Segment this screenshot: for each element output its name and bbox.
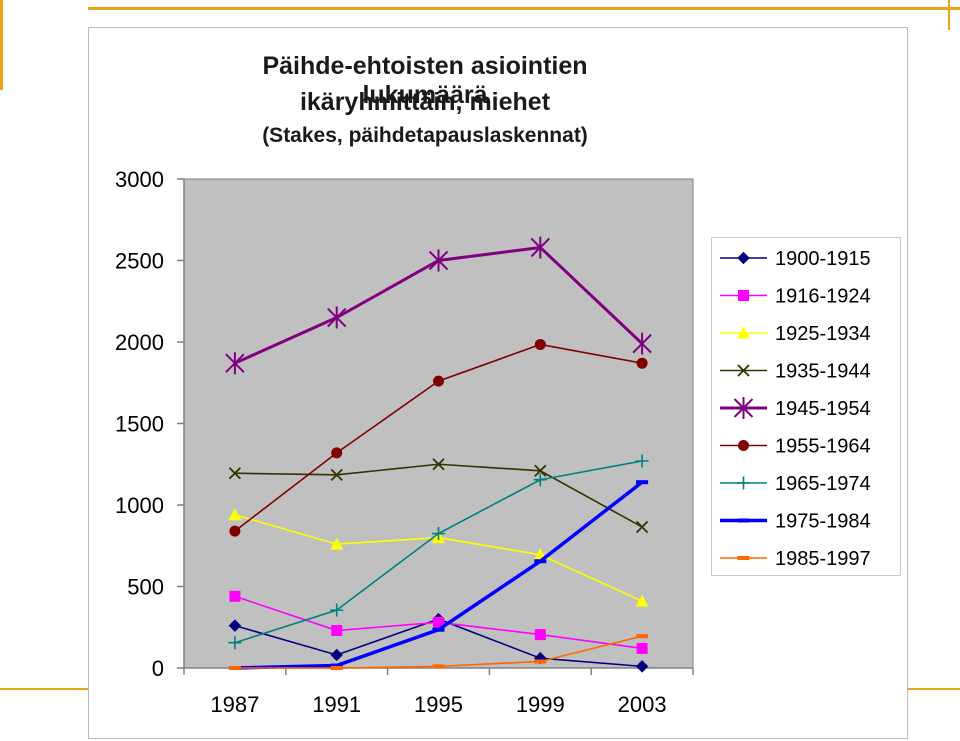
y-tick-label: 500	[127, 575, 164, 600]
series-1945-1954	[225, 236, 652, 375]
y-tick-label: 2000	[115, 330, 164, 355]
data-point	[331, 447, 343, 459]
data-point	[530, 236, 551, 259]
legend-label: 1935-1944	[775, 361, 871, 383]
data-point	[330, 468, 343, 481]
legend-marker	[737, 251, 750, 265]
legend-entry: 1900-1915	[720, 248, 871, 270]
series-1916-1924	[229, 590, 648, 654]
data-point	[636, 642, 648, 654]
data-point	[229, 525, 241, 537]
y-tick-label: 0	[152, 656, 164, 681]
y-tick-label: 3000	[115, 167, 164, 192]
legend-entry: 1945-1954	[720, 397, 871, 420]
data-point	[225, 352, 245, 375]
data-point	[636, 357, 648, 369]
legend: 1900-1915 1916-1924 1925-1934 1935-1944 1945…	[711, 237, 901, 576]
y-tick-label: 1000	[115, 493, 164, 518]
series-group	[225, 236, 652, 673]
legend-marker	[737, 476, 750, 490]
x-tick-label: 1995	[414, 692, 463, 717]
data-point	[635, 520, 649, 534]
data-point	[433, 375, 444, 387]
series-1955-1964	[229, 338, 648, 537]
data-point	[432, 527, 445, 541]
legend-entry: 1965-1974	[720, 473, 871, 495]
data-point	[330, 537, 344, 550]
data-point	[331, 625, 343, 637]
x-tick-label: 1999	[516, 692, 565, 717]
data-point	[635, 660, 649, 673]
data-point	[636, 634, 649, 639]
legend-marker	[738, 440, 749, 451]
data-point	[534, 338, 546, 350]
data-point	[326, 306, 347, 329]
data-point	[228, 619, 242, 632]
data-point	[533, 473, 547, 487]
series-1935-1944	[228, 458, 649, 534]
x-tick-label: 2003	[618, 692, 667, 717]
legend-marker	[737, 326, 750, 339]
decor-right-line	[948, 0, 950, 30]
legend-entries: 1900-1915 1916-1924 1925-1934 1935-1944 1945…	[720, 248, 871, 570]
data-point	[228, 636, 242, 650]
data-point	[330, 603, 344, 617]
legend-entry: 1925-1934	[720, 323, 871, 345]
data-point	[229, 590, 241, 602]
chart-title: Päihde-ehtoisten asiointien lukumäärä	[262, 52, 588, 109]
legend-entry: 1975-1984	[720, 511, 871, 533]
data-point	[632, 332, 652, 355]
legend-label: 1955-1964	[775, 436, 871, 458]
legend-label: 1945-1954	[775, 398, 871, 420]
data-point	[428, 249, 449, 272]
legend-label: 1965-1974	[775, 473, 871, 495]
chart-title-line-2: ikäryhmittäin, miehet	[299, 88, 551, 116]
legend-label: 1975-1984	[775, 511, 871, 533]
legend-label: 1985-1997	[775, 548, 871, 570]
series-1965-1974	[228, 454, 649, 650]
series-1985-1997	[228, 634, 649, 670]
data-point	[635, 454, 649, 468]
y-tick-label: 1500	[115, 412, 164, 437]
decor-left-line	[0, 0, 3, 90]
data-point	[534, 629, 546, 641]
legend-label: 1925-1934	[775, 323, 871, 345]
data-point	[636, 480, 649, 485]
decor-top-line	[88, 7, 960, 10]
data-point	[433, 616, 444, 628]
data-point	[432, 627, 445, 632]
legend-marker	[733, 397, 754, 419]
x-tick-label: 1987	[210, 692, 259, 717]
legend-label: 1916-1924	[775, 286, 871, 308]
data-point	[330, 663, 343, 668]
legend-marker	[737, 364, 750, 377]
data-point	[228, 666, 241, 670]
legend-marker	[738, 290, 749, 301]
x-tick-label: 1991	[312, 692, 361, 717]
chart-subtitle: (Stakes, päihdetapauslaskennat)	[262, 124, 588, 147]
data-point	[330, 648, 343, 662]
legend-entry: 1985-1997	[720, 548, 871, 570]
data-point	[635, 594, 649, 607]
data-point	[330, 666, 343, 670]
data-point	[432, 664, 445, 669]
data-point	[534, 464, 547, 477]
data-point	[534, 559, 547, 564]
data-point	[534, 659, 547, 664]
legend-marker	[737, 518, 750, 523]
legend-entry: 1916-1924	[720, 286, 871, 308]
legend-entry: 1935-1944	[720, 361, 871, 383]
y-tick-label: 2500	[115, 249, 164, 274]
legend-entry: 1955-1964	[720, 436, 871, 458]
data-point	[228, 467, 242, 480]
legend-label: 1900-1915	[775, 248, 871, 270]
data-point	[228, 508, 242, 521]
data-point	[432, 458, 445, 471]
legend-marker	[737, 556, 750, 560]
